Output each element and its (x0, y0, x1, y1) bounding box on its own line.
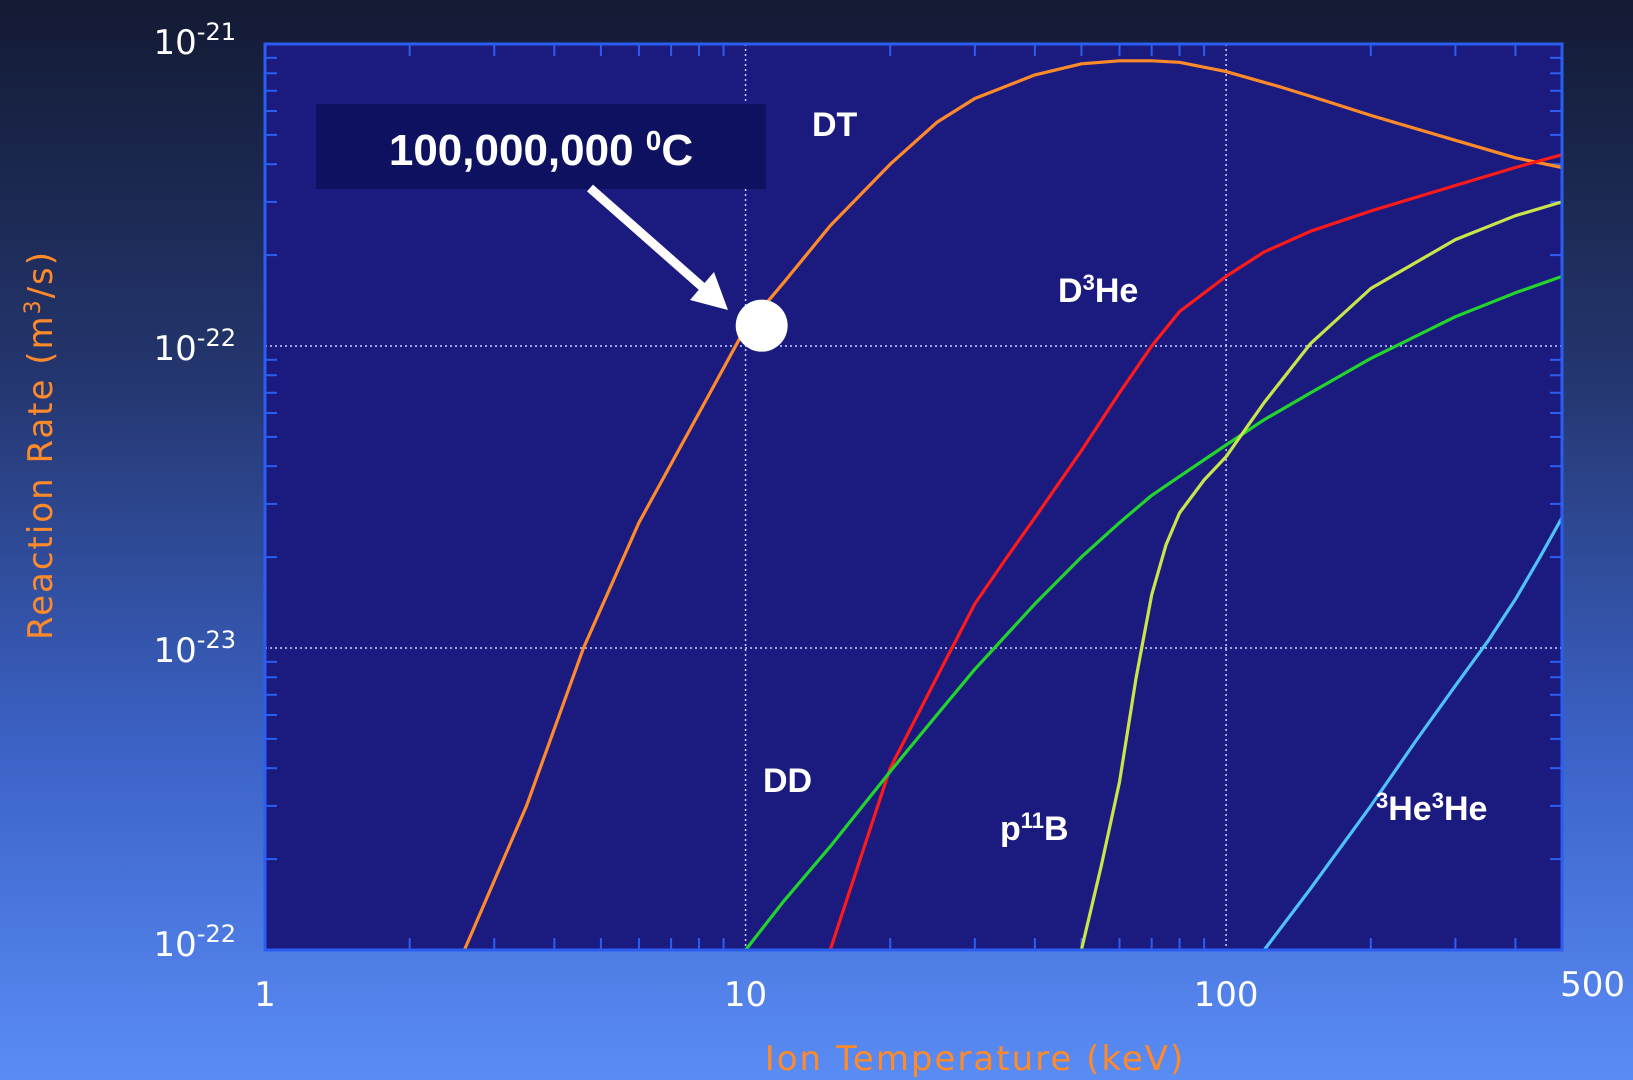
x-tick-label-100: 100 (1194, 975, 1259, 1015)
callout-arrow-shaft (587, 184, 711, 296)
series-label-he3he3: 3He3He (1376, 788, 1487, 829)
y-tick-label-3: 10-22 (154, 920, 236, 965)
x-axis-title: Ion Temperature (keV) (765, 1039, 1186, 1079)
series-curves (462, 59, 1564, 951)
series-label-p11b: p11B (1000, 808, 1069, 849)
y-tick-labels: 10-21 10-22 10-23 10-22 (154, 18, 236, 965)
series-line-d3he (828, 153, 1563, 951)
series-line-dd (744, 274, 1563, 951)
y-tick-label-1: 10-22 (154, 324, 236, 369)
y-axis-title-end: /s) (21, 250, 61, 298)
x-tick-label-10: 10 (724, 975, 767, 1015)
temperature-callout: 100,000,000 0C (316, 104, 788, 352)
plot-frame (263, 42, 1564, 952)
grid-lines (265, 44, 1562, 950)
plot-area (265, 44, 1562, 950)
series-line-dt (462, 59, 1563, 951)
x-tick-label-500: 500 (1560, 965, 1625, 1005)
callout-arrow-head (690, 272, 728, 310)
x-tick-label-1: 1 (254, 975, 276, 1015)
x-tick-labels: 1 10 100 500 (254, 965, 1625, 1015)
y-axis-title-main: Reaction Rate (m (21, 314, 61, 640)
series-labels: DT D3He DD p11B 3He3He (763, 106, 1487, 848)
y-tick-label-0: 10-21 (154, 18, 236, 63)
callout-text: 100,000,000 0C (389, 125, 693, 176)
series-label-dt: DT (812, 106, 858, 144)
callout-box (316, 104, 766, 189)
callout-point-marker (735, 299, 788, 352)
series-label-d3he: D3He (1058, 270, 1138, 311)
y-axis-title: Reaction Rate (m3/s) (21, 250, 62, 640)
y-axis-title-sup: 3 (21, 298, 46, 314)
y-tick-label-2: 10-23 (154, 626, 236, 671)
series-label-dd: DD (763, 762, 812, 800)
series-line-p11b (1079, 200, 1563, 951)
series-line-he3he3 (1262, 516, 1564, 951)
